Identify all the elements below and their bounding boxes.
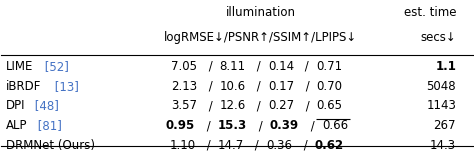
Text: /: / <box>253 100 265 113</box>
Text: /: / <box>253 60 264 73</box>
Text: 1.10: 1.10 <box>170 139 196 152</box>
Text: illumination: illumination <box>226 6 296 19</box>
Text: 1.1: 1.1 <box>435 60 456 73</box>
Text: /: / <box>203 139 215 152</box>
Text: 12.6: 12.6 <box>219 100 246 113</box>
Text: [81]: [81] <box>34 119 62 132</box>
Text: /: / <box>301 60 313 73</box>
Text: secs↓: secs↓ <box>420 31 456 44</box>
Text: /: / <box>307 119 319 132</box>
Text: 3.57: 3.57 <box>172 100 198 113</box>
Text: DRMNet (Ours): DRMNet (Ours) <box>6 139 95 152</box>
Text: 0.70: 0.70 <box>316 80 342 93</box>
Text: 8.11: 8.11 <box>219 60 246 73</box>
Text: 2.13: 2.13 <box>172 80 198 93</box>
Text: /: / <box>300 139 311 152</box>
Text: iBRDF: iBRDF <box>6 80 42 93</box>
Text: [13]: [13] <box>52 80 79 93</box>
Text: 7.05: 7.05 <box>172 60 198 73</box>
Text: [48]: [48] <box>31 100 59 113</box>
Text: 15.3: 15.3 <box>218 119 247 132</box>
Text: 0.66: 0.66 <box>322 119 348 132</box>
Text: 0.62: 0.62 <box>314 139 343 152</box>
Text: est. time: est. time <box>404 6 456 19</box>
Text: ALP: ALP <box>6 119 27 132</box>
Text: DPI: DPI <box>6 100 26 113</box>
Text: 0.14: 0.14 <box>268 60 294 73</box>
Text: 0.95: 0.95 <box>165 119 195 132</box>
Text: logRMSE↓/PSNR↑/SSIM↑/LPIPS↓: logRMSE↓/PSNR↑/SSIM↑/LPIPS↓ <box>164 31 357 44</box>
Text: /: / <box>205 80 217 93</box>
Text: 0.17: 0.17 <box>268 80 294 93</box>
Text: 267: 267 <box>434 119 456 132</box>
Text: /: / <box>203 119 215 132</box>
Text: /: / <box>205 60 216 73</box>
Text: /: / <box>255 119 267 132</box>
Text: 10.6: 10.6 <box>220 80 246 93</box>
Text: 0.36: 0.36 <box>266 139 292 152</box>
Text: /: / <box>301 80 313 93</box>
Text: 1143: 1143 <box>426 100 456 113</box>
Text: 0.39: 0.39 <box>270 119 299 132</box>
Text: 0.71: 0.71 <box>316 60 342 73</box>
Text: 14.3: 14.3 <box>430 139 456 152</box>
Text: LIME: LIME <box>6 60 34 73</box>
Text: 0.65: 0.65 <box>316 100 342 113</box>
Text: 14.7: 14.7 <box>218 139 244 152</box>
Text: /: / <box>301 100 313 113</box>
Text: 0.27: 0.27 <box>268 100 294 113</box>
Text: [52]: [52] <box>41 60 69 73</box>
Text: /: / <box>251 139 263 152</box>
Text: /: / <box>205 100 216 113</box>
Text: /: / <box>253 80 265 93</box>
Text: 5048: 5048 <box>427 80 456 93</box>
